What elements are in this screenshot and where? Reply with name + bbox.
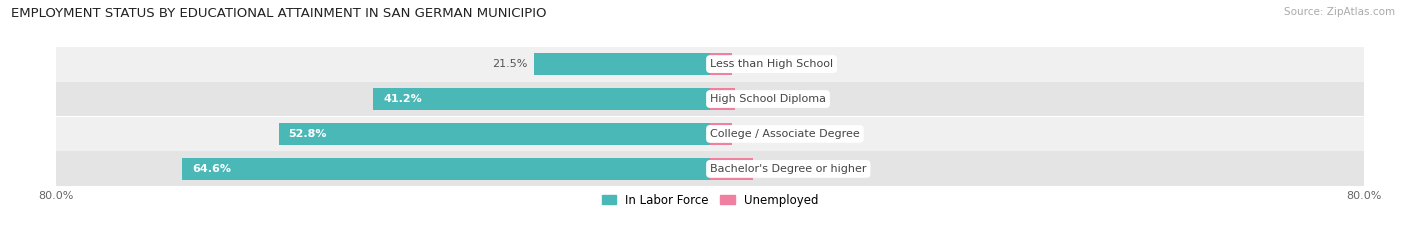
Text: Source: ZipAtlas.com: Source: ZipAtlas.com (1284, 7, 1395, 17)
Bar (278, 123, 710, 145)
Text: 2.7%: 2.7% (741, 129, 769, 139)
Text: EMPLOYMENT STATUS BY EDUCATIONAL ATTAINMENT IN SAN GERMAN MUNICIPIO: EMPLOYMENT STATUS BY EDUCATIONAL ATTAINM… (11, 7, 547, 20)
Text: 21.5%: 21.5% (492, 59, 527, 69)
Text: 2.7%: 2.7% (741, 59, 769, 69)
Bar (374, 88, 710, 110)
Text: Less than High School: Less than High School (710, 59, 834, 69)
Text: High School Diploma: High School Diploma (710, 94, 827, 104)
Bar (56, 82, 1364, 116)
Legend: In Labor Force, Unemployed: In Labor Force, Unemployed (596, 189, 824, 211)
Text: 41.2%: 41.2% (382, 94, 422, 104)
Bar (183, 158, 710, 180)
Text: Bachelor's Degree or higher: Bachelor's Degree or higher (710, 164, 866, 174)
Bar (56, 47, 1364, 82)
Text: 3.0%: 3.0% (742, 94, 770, 104)
Bar (56, 116, 1364, 151)
Bar (710, 158, 754, 180)
Bar (534, 53, 710, 75)
Text: 5.3%: 5.3% (762, 164, 790, 174)
Text: College / Associate Degree: College / Associate Degree (710, 129, 860, 139)
Text: 64.6%: 64.6% (191, 164, 231, 174)
Bar (710, 123, 733, 145)
Text: 52.8%: 52.8% (288, 129, 326, 139)
Bar (710, 88, 734, 110)
Bar (710, 53, 733, 75)
Bar (56, 151, 1364, 186)
